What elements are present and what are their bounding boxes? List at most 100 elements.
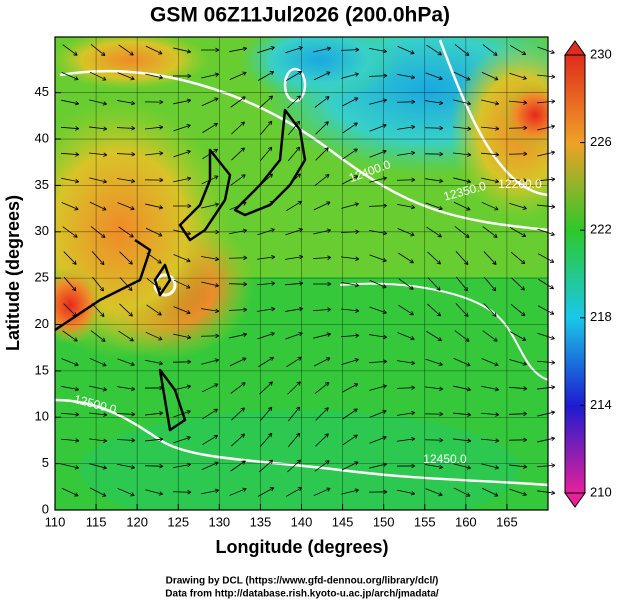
flow-arrow: [424, 437, 444, 443]
flow-arrow: [285, 331, 303, 340]
flow-arrow: [424, 411, 444, 417]
flow-arrow: [341, 383, 359, 393]
flow-arrow: [425, 100, 444, 106]
flow-arrow: [369, 229, 388, 236]
flow-arrow: [341, 281, 360, 288]
flow-arrow: [481, 201, 499, 211]
flow-arrow: [145, 489, 163, 496]
flow-arrow: [537, 332, 555, 340]
flow-arrow: [117, 100, 136, 106]
flow-arrow: [369, 384, 387, 391]
x-tick-label: 135: [250, 514, 272, 529]
flow-arrow: [369, 176, 387, 183]
flow-arrow: [229, 487, 247, 496]
flow-arrow: [368, 359, 388, 364]
colorbar: [564, 54, 586, 494]
flow-arrow: [172, 359, 192, 365]
flow-arrow: [341, 461, 359, 471]
flow-arrow: [342, 122, 358, 134]
flow-arrow: [117, 488, 135, 497]
x-tick-label: 125: [167, 514, 189, 529]
flow-arrow: [90, 330, 106, 342]
flow-arrow: [173, 176, 192, 183]
flow-arrow: [537, 228, 555, 236]
flow-arrow: [397, 360, 416, 366]
flow-arrow: [341, 175, 359, 185]
colorbar-tick-label: 210: [590, 484, 612, 499]
flow-arrow: [201, 256, 220, 262]
flow-arrow: [369, 47, 388, 54]
flow-arrow: [425, 202, 443, 211]
flow-arrow: [61, 385, 80, 392]
flow-arrow: [172, 203, 192, 209]
flow-arrow: [91, 303, 105, 318]
flow-arrow: [455, 303, 469, 317]
flow-arrow: [315, 121, 329, 135]
flow-arrow: [510, 251, 526, 265]
flow-arrow: [146, 304, 162, 316]
flow-arrow: [287, 120, 301, 136]
flow-arrow: [453, 438, 472, 443]
flow-arrow: [61, 99, 80, 106]
flow-arrow: [313, 357, 331, 367]
x-tick-label: 130: [208, 514, 230, 529]
flow-arrow: [63, 251, 77, 265]
flow-arrow: [201, 383, 219, 393]
flow-arrow: [396, 177, 416, 183]
flow-arrow: [286, 356, 302, 368]
flow-arrow: [537, 204, 556, 209]
flow-arrow: [200, 333, 220, 339]
flow-arrow: [312, 281, 332, 287]
flow-arrow: [258, 201, 275, 211]
flow-arrow: [397, 332, 415, 341]
flow-arrow: [369, 435, 387, 444]
flow-arrow: [481, 358, 499, 367]
flow-arrow: [482, 226, 498, 238]
flow-arrow: [509, 359, 527, 366]
flow-arrow: [509, 72, 527, 80]
flow-arrow: [201, 488, 220, 495]
flow-arrow: [454, 226, 470, 238]
flow-arrow: [89, 201, 107, 211]
flow-arrow: [116, 126, 136, 131]
flow-arrow: [424, 151, 444, 157]
flow-arrow: [201, 461, 219, 470]
flow-arrow: [117, 72, 135, 81]
flow-arrow: [257, 228, 275, 236]
flow-arrow: [145, 331, 163, 341]
x-tick-label: 115: [86, 514, 107, 529]
flow-arrow: [508, 386, 528, 391]
flow-arrow: [482, 44, 498, 56]
flow-arrow: [369, 409, 387, 418]
flow-arrow: [397, 150, 416, 156]
flow-arrow: [482, 330, 498, 342]
y-tick-label: 30: [35, 223, 49, 238]
flow-arrow: [453, 152, 472, 157]
flow-arrow: [483, 303, 497, 317]
flow-arrow: [369, 306, 387, 315]
flow-arrow: [369, 334, 388, 340]
flow-arrow: [117, 202, 135, 211]
flow-arrow: [369, 123, 387, 132]
flow-arrow: [202, 408, 218, 420]
flow-arrow: [536, 463, 556, 468]
flow-arrow: [536, 360, 556, 365]
flow-arrow: [425, 488, 443, 497]
flow-arrow: [509, 331, 527, 341]
chart-title: GSM 06Z11Jul2026 (200.0hPa): [150, 4, 450, 27]
flow-arrow: [200, 229, 220, 235]
flow-arrow: [340, 229, 360, 235]
flow-arrow: [369, 280, 387, 289]
flow-arrow: [145, 151, 164, 156]
flow-arrow: [201, 97, 219, 107]
flow-arrow: [312, 255, 332, 260]
flow-arrow: [315, 147, 329, 161]
flow-arrow: [368, 203, 388, 209]
flow-arrow: [483, 276, 497, 292]
flow-arrow: [201, 202, 220, 209]
contour-label: 12200.0: [498, 177, 542, 191]
flow-arrow: [397, 124, 416, 130]
flow-arrow: [61, 177, 80, 184]
flow-arrow: [340, 47, 360, 53]
flow-arrow: [397, 46, 415, 55]
